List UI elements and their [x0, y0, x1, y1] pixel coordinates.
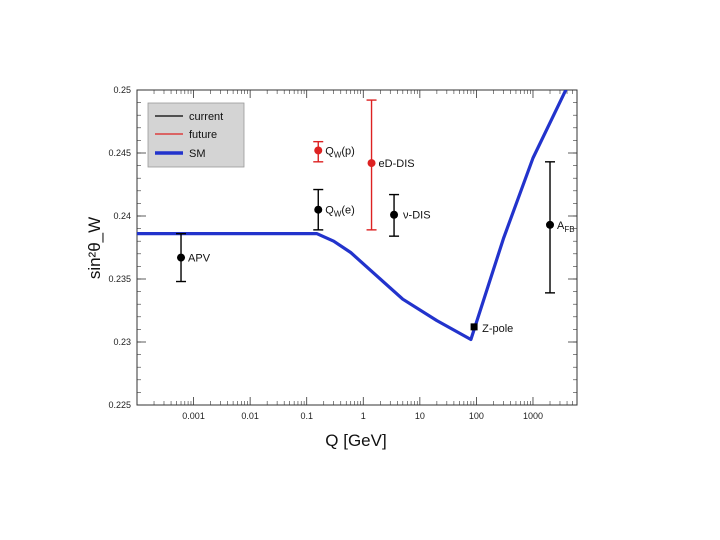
y-tick-label-1: 0.23: [113, 337, 131, 347]
point-label-current-4: AFB: [557, 220, 575, 234]
legend-label-sm: SM: [189, 148, 206, 160]
point-label-future-1: eD-DIS: [379, 158, 415, 170]
point-marker-current-3: [470, 323, 478, 331]
y-tick-label-0: 0.225: [108, 400, 131, 410]
legend-label-future: future: [189, 129, 217, 141]
x-tick-label-1: 0.01: [241, 411, 259, 421]
y-tick-label-5: 0.25: [113, 85, 131, 95]
legend-label-current: current: [189, 111, 223, 123]
x-tick-label-6: 1000: [523, 411, 543, 421]
sm-curve: [137, 90, 568, 342]
x-tick-label-4: 10: [415, 411, 425, 421]
point-marker-current-1: [314, 205, 323, 214]
y-axis-title: sin²θ_W: [85, 217, 104, 279]
legend-box: [147, 102, 245, 168]
sm-curve-layer: [137, 90, 568, 342]
x-tick-label-2: 0.1: [300, 411, 313, 421]
point-marker-current-4: [546, 220, 555, 229]
x-tick-label-5: 100: [469, 411, 484, 421]
point-label-current-3: Z-pole: [482, 323, 513, 335]
point-label-current-1: QW(e): [325, 205, 355, 219]
y-tick-label-2: 0.235: [108, 274, 131, 284]
x-axis-title: Q [GeV]: [325, 431, 386, 450]
legend: current future SM: [147, 102, 245, 168]
y-tick-label-3: 0.24: [113, 211, 131, 221]
x-tick-label-3: 1: [361, 411, 366, 421]
x-tick-label-0: 0.001: [182, 411, 205, 421]
point-marker-current-0: [177, 253, 186, 262]
data-points-layer: APV QW(e) ν-DIS Z-pole AFB QW(p) eD-DIS: [176, 99, 575, 335]
point-marker-future-0: [314, 146, 323, 155]
point-label-current-0: APV: [188, 253, 211, 265]
y-tick-label-4: 0.245: [108, 148, 131, 158]
point-marker-current-2: [390, 210, 399, 219]
point-label-current-2: ν-DIS: [403, 210, 431, 222]
point-label-future-0: QW(p): [325, 145, 355, 159]
point-marker-future-1: [367, 159, 376, 168]
